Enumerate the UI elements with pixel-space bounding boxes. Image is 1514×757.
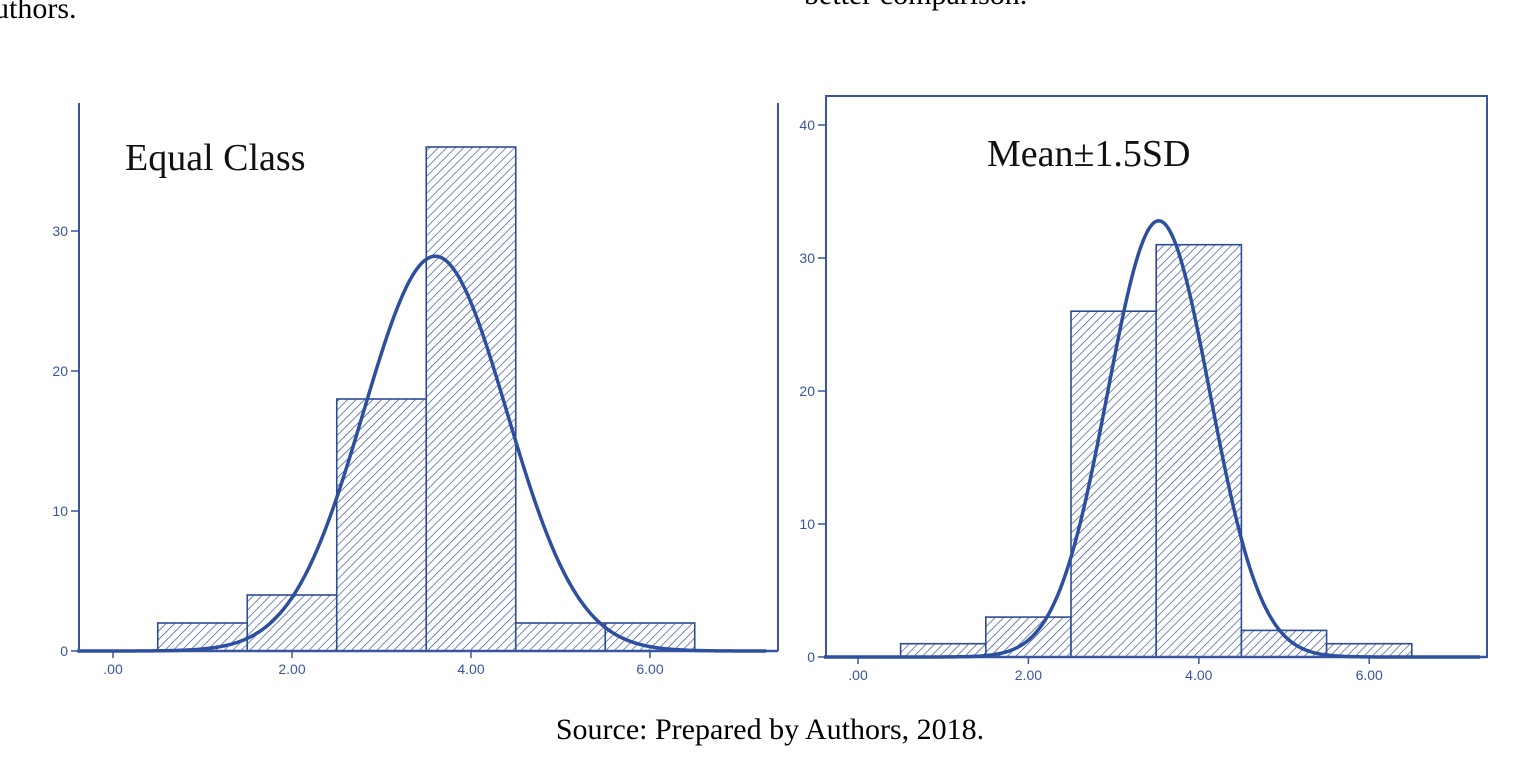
histogram-mean-1-5sd: 0 10 20 30 40 .00 2.00 4.00 6.00 Mean±1.5SD — [799, 95, 1488, 683]
histogram-bar-2 — [984, 616, 1072, 658]
y-tick-label: 10 — [799, 516, 815, 532]
chart-title: Mean±1.5SD — [987, 133, 1190, 175]
page-text-fragment-top-left: uthors. — [0, 0, 77, 25]
histogram-bar-4 — [1155, 243, 1243, 658]
x-tick-label: 2.00 — [1015, 667, 1042, 683]
normal-curve — [823, 218, 1480, 659]
histogram-equal-class: 0 10 20 30 .00 2.00 4.00 6.00 Equal Class — [52, 103, 779, 677]
page-text-fragment-top-right: better comparison. — [804, 0, 1027, 12]
y-tick-label: 0 — [807, 649, 815, 665]
x-tick-label: 6.00 — [636, 661, 663, 677]
y-tick-label: 10 — [52, 503, 68, 519]
histogram-bar-1 — [156, 622, 249, 652]
histogram-bar-2 — [246, 594, 338, 652]
histogram-bar-3 — [335, 398, 428, 652]
normal-curve — [77, 254, 767, 653]
x-tick-label: .00 — [848, 667, 868, 683]
y-tick-label: 20 — [799, 383, 815, 399]
x-tick-label: 2.00 — [278, 661, 305, 677]
y-tick-label: 30 — [52, 223, 68, 239]
y-tick-label: 0 — [60, 643, 68, 659]
x-tick-label: 4.00 — [1185, 667, 1212, 683]
figure-caption: Source: Prepared by Authors, 2018. — [555, 713, 985, 746]
x-tick-label: 4.00 — [457, 661, 484, 677]
y-tick-label: 20 — [52, 363, 68, 379]
chart-title: Equal Class — [125, 137, 305, 179]
x-tick-label: .00 — [103, 661, 123, 677]
y-tick-label: 40 — [799, 117, 815, 133]
histogram-bar-5 — [514, 622, 607, 652]
histogram-bar-4 — [425, 146, 517, 652]
y-tick-label: 30 — [799, 250, 815, 266]
x-tick-label: 6.00 — [1356, 667, 1383, 683]
